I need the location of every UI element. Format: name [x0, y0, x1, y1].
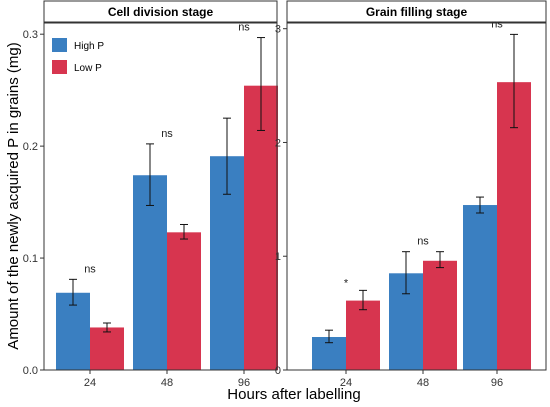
bar-high-p-48 [133, 175, 167, 370]
y-axis-title: Amount of the newly acquired P in grains… [5, 42, 22, 349]
panel-2: Grain filling stage * ns ns 0 1 2 3 24 48 96 [275, 0, 547, 389]
y-tick-label: 3 [275, 24, 281, 36]
bar-low-p-24 [346, 300, 380, 370]
x-tick-label: 24 [84, 377, 96, 389]
x-tick-label: 96 [491, 377, 503, 389]
y-tick-label: 0.0 [23, 365, 38, 377]
significance-label: ns [491, 18, 503, 30]
x-axis-title: Hours after labelling [227, 386, 360, 403]
legend-swatch [52, 38, 67, 52]
y-tick-label: 1 [275, 251, 281, 263]
legend-label: Low P [74, 63, 102, 74]
bar-low-p-48 [423, 260, 457, 370]
facet-title: Grain filling stage [366, 5, 468, 19]
legend: High P Low P [52, 38, 104, 74]
chart-panels: Cell division stage ns ns ns 0.0 0.1 0.2 0.3 24 4… [23, 0, 547, 389]
significance-label: ns [238, 22, 250, 34]
panel-border [286, 22, 547, 371]
legend-swatch [52, 60, 67, 74]
bar-high-p-96 [463, 205, 497, 370]
y-tick-label: 0.2 [23, 141, 38, 153]
panel-border [43, 22, 278, 371]
y-tick-label: 0 [275, 365, 281, 377]
bar-low-p-48 [167, 232, 201, 370]
y-tick-label: 2 [275, 137, 281, 149]
bar-high-p-24 [56, 292, 90, 370]
y-tick-label: 0.3 [23, 29, 38, 41]
panel-1: Cell division stage ns ns ns 0.0 0.1 0.2 0.3 24 4… [23, 0, 278, 389]
y-tick-label: 0.1 [23, 253, 38, 265]
bar-low-p-96 [497, 82, 531, 371]
facet-strip [43, 0, 278, 23]
x-tick-label: 24 [340, 377, 352, 389]
significance-label: * [344, 277, 349, 289]
x-tick-label: 48 [161, 377, 173, 389]
legend-label: High P [74, 41, 104, 52]
x-tick-label: 48 [417, 377, 429, 389]
bar-low-p-24 [90, 327, 124, 370]
significance-label: ns [417, 236, 429, 248]
x-tick-label: 96 [238, 377, 250, 389]
facet-strip [286, 0, 547, 23]
significance-label: ns [84, 263, 96, 275]
facet-title: Cell division stage [108, 5, 214, 19]
significance-label: ns [161, 128, 173, 140]
bar-low-p-96 [244, 85, 278, 370]
